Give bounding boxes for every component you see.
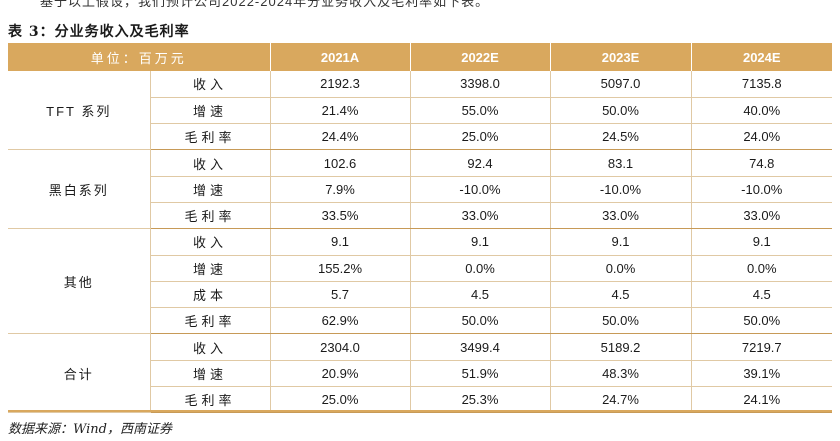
value-cell: 33.0% — [410, 202, 551, 230]
value-cell: 25.0% — [270, 386, 411, 414]
value-cell: 74.8 — [691, 149, 833, 177]
value-cell: 9.1 — [691, 228, 833, 256]
value-cell: 9.1 — [270, 228, 411, 256]
group-label: 黑白系列 — [8, 149, 151, 230]
metric-label: 增速 — [150, 360, 271, 388]
value-cell: 50.0% — [410, 307, 551, 335]
value-cell: 5097.0 — [550, 71, 692, 98]
value-cell: 24.5% — [550, 123, 692, 151]
metric-label: 收入 — [150, 71, 271, 98]
value-cell: 92.4 — [410, 149, 551, 177]
value-cell: -10.0% — [691, 176, 833, 203]
value-cell: 24.4% — [270, 123, 411, 151]
value-cell: 25.3% — [410, 386, 551, 414]
value-cell: -10.0% — [550, 176, 692, 203]
value-cell: 7219.7 — [691, 333, 833, 361]
value-cell: 4.5 — [550, 281, 692, 309]
table-bottom-rule — [8, 410, 832, 412]
metric-label: 收入 — [150, 333, 271, 361]
table-row: 合计 收入 2304.0 3499.4 5189.2 7219.7 — [8, 333, 833, 414]
metric-label: 收入 — [150, 149, 271, 177]
metric-label: 收入 — [150, 228, 271, 256]
table-row: 毛利率 33.5% 33.0% 33.0% 33.0% — [8, 202, 833, 230]
value-cell: 9.1 — [550, 228, 692, 256]
metric-label: 毛利率 — [150, 202, 271, 230]
value-cell: 50.0% — [550, 307, 692, 335]
table-row: 毛利率 62.9% 50.0% 50.0% 50.0% — [8, 307, 833, 335]
value-cell: 51.9% — [410, 360, 551, 388]
table-row: 成本 5.7 4.5 4.5 4.5 — [8, 281, 833, 309]
value-cell: 0.0% — [410, 255, 551, 282]
metric-label: 增速 — [150, 176, 271, 203]
value-cell: 24.0% — [691, 123, 833, 151]
value-cell: 2192.3 — [270, 71, 411, 98]
year-header: 2023E — [550, 43, 692, 71]
table-row: 增速 7.9% -10.0% -10.0% -10.0% — [8, 176, 833, 203]
value-cell: 0.0% — [550, 255, 692, 282]
table-row: 增速 20.9% 51.9% 48.3% 39.1% — [8, 360, 833, 388]
value-cell: -10.0% — [410, 176, 551, 203]
table-caption: 表 3：分业务收入及毛利率 — [8, 24, 190, 40]
value-cell: 3398.0 — [410, 71, 551, 98]
table-row: TFT 系列 收入 2192.3 3398.0 5097.0 7135.8 — [8, 71, 833, 151]
metric-label: 增速 — [150, 255, 271, 282]
table-body: TFT 系列 收入 2192.3 3398.0 5097.0 7135.8 增速 21.4% 5… — [8, 71, 833, 414]
value-cell: 24.7% — [550, 386, 692, 414]
value-cell: 102.6 — [270, 149, 411, 177]
value-cell: 7135.8 — [691, 71, 833, 98]
group-label: 其他 — [8, 228, 151, 335]
metric-label: 毛利率 — [150, 123, 271, 151]
value-cell: 83.1 — [550, 149, 692, 177]
value-cell: 24.1% — [691, 386, 833, 414]
value-cell: 55.0% — [410, 97, 551, 125]
unit-header: 单位：百万元 — [8, 43, 271, 71]
group-label: TFT 系列 — [8, 71, 151, 151]
table-row: 其他 收入 9.1 9.1 9.1 9.1 — [8, 228, 833, 335]
group-label: 合计 — [8, 333, 151, 414]
metric-label: 毛利率 — [150, 386, 271, 414]
value-cell: 40.0% — [691, 97, 833, 125]
value-cell: 33.0% — [550, 202, 692, 230]
table-row: 黑白系列 收入 102.6 92.4 83.1 74.8 — [8, 149, 833, 230]
value-cell: 48.3% — [550, 360, 692, 388]
value-cell: 4.5 — [691, 281, 833, 309]
value-cell: 21.4% — [270, 97, 411, 125]
table-row: 毛利率 25.0% 25.3% 24.7% 24.1% — [8, 386, 833, 414]
table-row: 增速 155.2% 0.0% 0.0% 0.0% — [8, 255, 833, 282]
value-cell: 2304.0 — [270, 333, 411, 361]
value-cell: 155.2% — [270, 255, 411, 282]
year-header: 2024E — [742, 49, 781, 65]
value-cell: 5.7 — [270, 281, 411, 309]
metric-label: 成本 — [150, 281, 271, 309]
value-cell: 7.9% — [270, 176, 411, 203]
value-cell: 62.9% — [270, 307, 411, 335]
table-row: 增速 21.4% 55.0% 50.0% 40.0% — [8, 97, 833, 125]
value-cell: 50.0% — [691, 307, 833, 335]
value-cell: 20.9% — [270, 360, 411, 388]
year-header: 2022E — [410, 43, 551, 71]
value-cell: 50.0% — [550, 97, 692, 125]
value-cell: 0.0% — [691, 255, 833, 282]
data-source: 数据来源：Wind，西南证券 — [8, 422, 172, 437]
value-cell: 9.1 — [410, 228, 551, 256]
value-cell: 5189.2 — [550, 333, 692, 361]
header-row: 单位：百万元 2021A 2022E 2023E 2024E — [8, 43, 833, 71]
value-cell: 33.5% — [270, 202, 411, 230]
value-cell: 4.5 — [410, 281, 551, 309]
table-row: 毛利率 24.4% 25.0% 24.5% 24.0% — [8, 123, 833, 151]
value-cell: 39.1% — [691, 360, 833, 388]
metric-label: 毛利率 — [150, 307, 271, 335]
value-cell: 25.0% — [410, 123, 551, 151]
revenue-table: 单位：百万元 2021A 2022E 2023E 2024E TFT 系列 收入 2… — [8, 43, 833, 414]
metric-label: 增速 — [150, 97, 271, 125]
value-cell: 33.0% — [691, 202, 833, 230]
year-header: 2021A — [270, 43, 411, 71]
value-cell: 3499.4 — [410, 333, 551, 361]
intro-text: 基于以上假设，我们预计公司2022-2024年分业务收入及毛利率如下表。 — [40, 0, 490, 9]
